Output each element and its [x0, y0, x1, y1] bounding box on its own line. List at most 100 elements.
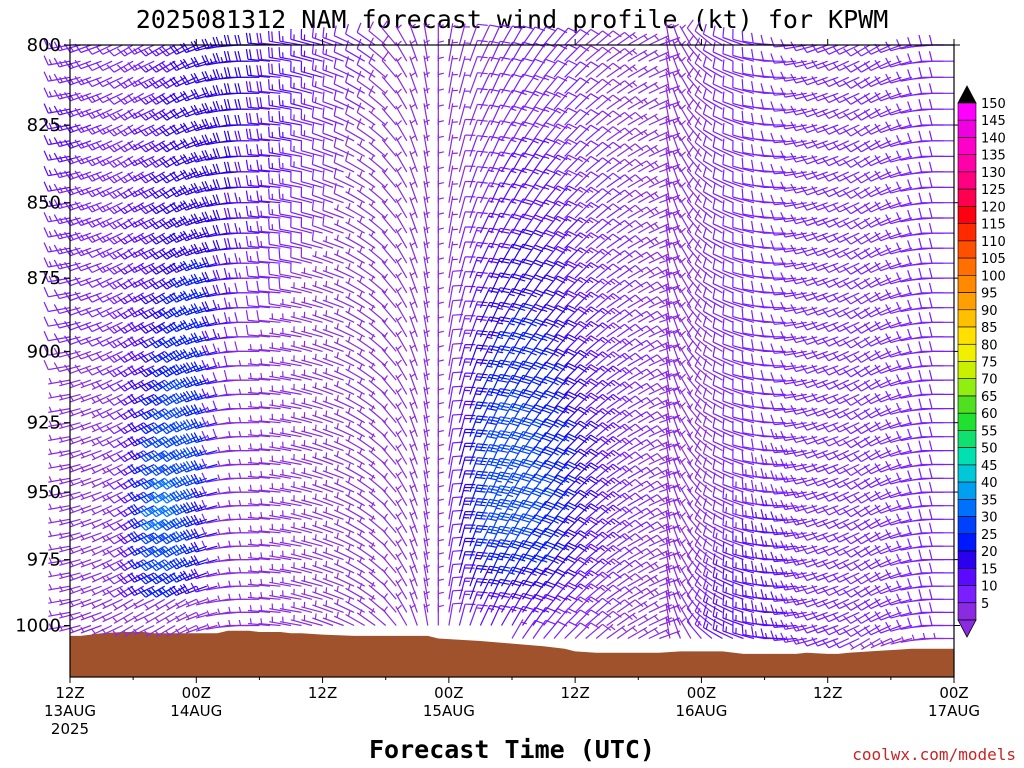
wind-barb — [116, 532, 144, 545]
wind-barb — [123, 624, 144, 638]
barb-full-feather — [381, 35, 389, 45]
barb-full-feather — [43, 331, 49, 341]
barb-half-feather — [48, 185, 53, 191]
barb-half-feather — [260, 512, 263, 518]
wind-barb — [48, 544, 71, 551]
barb-half-feather — [249, 164, 252, 171]
barb-full-feather — [130, 572, 138, 582]
barb-half-feather — [101, 251, 107, 257]
barb-shaft — [134, 598, 155, 610]
barb-full-feather — [127, 395, 135, 405]
barb-full-feather — [53, 152, 60, 163]
barb-half-feather — [101, 175, 107, 181]
barb-shaft — [124, 559, 144, 572]
barb-half-feather — [101, 467, 107, 473]
barb-full-feather — [53, 168, 60, 178]
barb-full-feather — [140, 204, 149, 213]
barb-half-feather — [249, 358, 252, 365]
barb-full-feather — [43, 301, 49, 312]
barb-half-feather — [144, 82, 149, 88]
barb-half-feather — [101, 589, 107, 595]
barb-full-feather — [130, 450, 138, 459]
wind-barb — [48, 476, 71, 483]
barb-half-feather — [112, 297, 118, 303]
wind-barb — [69, 624, 92, 634]
barb-full-feather — [268, 188, 270, 199]
barb-half-feather — [123, 161, 128, 167]
wind-barb — [101, 463, 123, 475]
barb-full-feather — [268, 249, 270, 260]
barb-full-feather — [74, 155, 82, 165]
barb-shaft — [48, 450, 71, 456]
barb-half-feather — [91, 495, 96, 501]
barb-full-feather — [271, 63, 274, 75]
barb-full-feather — [127, 423, 135, 433]
barb-full-feather — [74, 364, 82, 374]
wind-barb — [101, 450, 123, 461]
barb-shaft — [70, 321, 92, 331]
barb-shaft — [80, 202, 102, 211]
barb-shaft — [80, 171, 102, 180]
barb-full-feather — [127, 234, 135, 243]
barb-shaft — [70, 202, 92, 211]
barb-shaft — [80, 365, 102, 374]
barb-half-feather — [314, 479, 317, 486]
barb-full-feather — [116, 175, 126, 184]
barb-half-feather — [144, 98, 149, 104]
wind-barb — [95, 60, 123, 72]
barb-half-feather — [123, 413, 128, 419]
barb-shaft — [102, 321, 123, 333]
barb-full-feather — [130, 436, 138, 445]
barb-half-feather — [123, 327, 128, 333]
wind-barb — [116, 585, 144, 598]
barb-shaft — [80, 155, 102, 165]
barb-full-feather — [74, 231, 82, 242]
barb-half-feather — [325, 438, 328, 445]
barb-half-feather — [101, 112, 107, 118]
barb-shaft — [134, 624, 155, 636]
wind-barb — [95, 277, 123, 288]
wind-barb — [69, 598, 92, 608]
barb-shaft — [80, 92, 102, 102]
barb-full-feather — [119, 547, 128, 557]
barb-shaft — [70, 379, 92, 389]
barb-half-feather — [80, 587, 85, 593]
barb-shaft — [80, 350, 102, 360]
barb-full-feather — [278, 263, 281, 275]
wind-barb — [95, 171, 123, 182]
barb-half-feather — [48, 448, 53, 455]
wind-barb — [116, 393, 144, 406]
barb-full-feather — [116, 425, 126, 435]
barb-half-feather — [69, 94, 74, 101]
wind-barb — [95, 76, 123, 88]
barb-shaft — [91, 44, 113, 55]
barb-full-feather — [106, 481, 115, 490]
barb-half-feather — [48, 200, 53, 207]
barb-half-feather — [123, 192, 128, 198]
wind-barb — [116, 350, 144, 363]
barb-half-feather — [69, 600, 74, 607]
barb-full-feather — [85, 366, 93, 376]
barb-half-feather — [314, 452, 317, 459]
barb-half-feather — [123, 469, 128, 475]
barb-full-feather — [127, 437, 135, 447]
wind-barb — [116, 545, 144, 558]
barb-full-feather — [74, 216, 82, 226]
barb-half-feather — [314, 534, 317, 540]
barb-half-feather — [69, 613, 74, 620]
wind-barb — [48, 530, 71, 538]
barb-shaft — [80, 598, 102, 608]
barb-full-feather — [116, 340, 126, 349]
barb-half-feather — [48, 75, 53, 81]
barb-shaft — [124, 422, 144, 435]
barb-shaft — [91, 611, 113, 623]
wind-barb — [74, 139, 102, 149]
barb-full-feather — [116, 453, 126, 463]
wind-barb — [85, 155, 113, 167]
barb-half-feather — [249, 578, 252, 585]
barb-half-feather — [136, 561, 141, 567]
wind-barb — [123, 611, 144, 624]
barb-half-feather — [325, 65, 328, 71]
barb-full-feather — [116, 296, 126, 305]
barb-full-feather — [106, 397, 115, 406]
